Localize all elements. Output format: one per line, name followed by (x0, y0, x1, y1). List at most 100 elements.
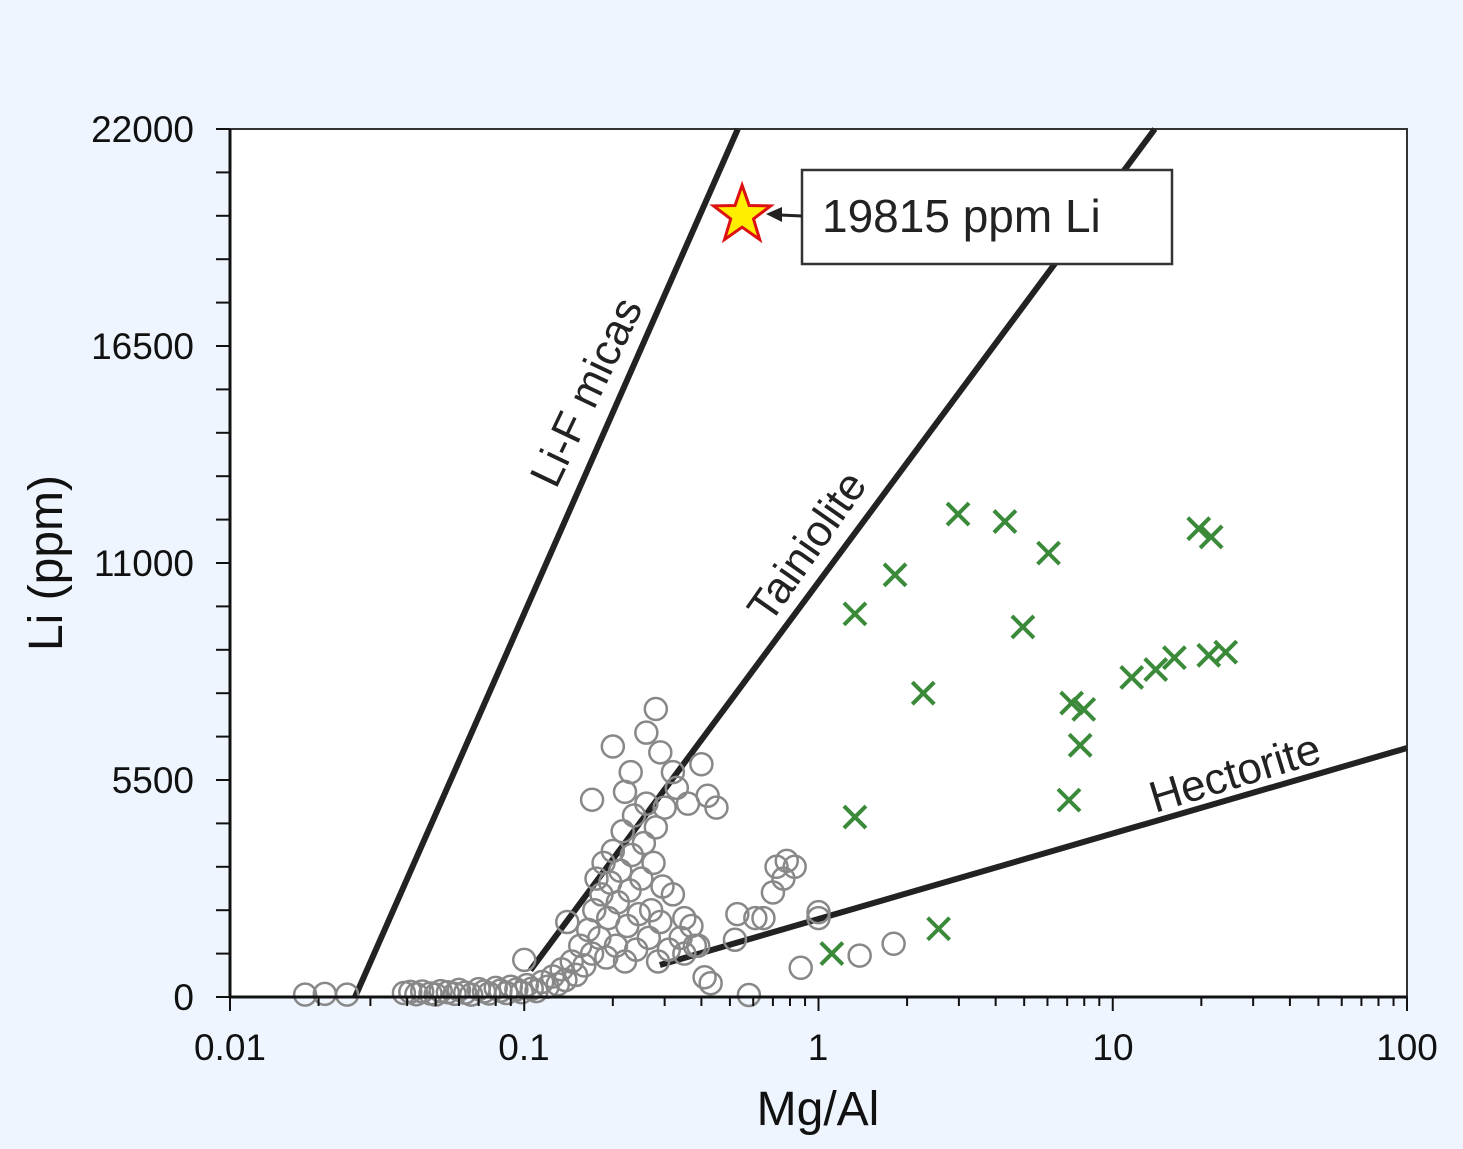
cross-stroke (1143, 657, 1169, 682)
cross-stroke (910, 680, 936, 706)
annotation-text: 19815 ppm Li (822, 190, 1101, 242)
cross-stroke (992, 509, 1018, 534)
circle-point (579, 941, 605, 966)
cross-series (819, 501, 1239, 967)
circle-point (698, 970, 723, 996)
y-tick-label: 5500 (112, 760, 194, 801)
circle-point (751, 905, 776, 931)
circle-point (685, 933, 711, 958)
cross-stroke (882, 562, 908, 588)
cross-point (882, 562, 908, 588)
circle-point (648, 740, 673, 765)
circle-point (788, 955, 813, 981)
circle-series (292, 696, 906, 1008)
cross-stroke (1213, 639, 1239, 665)
circle-point (629, 866, 654, 891)
circle-point (736, 982, 762, 1008)
circle-point (608, 858, 633, 883)
star-point (709, 180, 775, 244)
cross-point (1059, 690, 1085, 716)
y-tick-label: 16500 (91, 326, 194, 367)
cross-stroke (1067, 732, 1093, 758)
x-tick-label: 10 (1092, 1027, 1133, 1068)
annotation-arrowhead (766, 207, 782, 222)
circle-point (512, 947, 537, 973)
circle-point (600, 734, 626, 759)
circle-point (572, 953, 597, 978)
cross-point (1056, 787, 1082, 813)
circle-point (334, 982, 360, 1007)
y-tick-label: 11000 (94, 543, 194, 584)
cross-point (1186, 516, 1212, 542)
cross-point (842, 804, 868, 830)
cross-point (819, 941, 845, 967)
circle-point (631, 830, 657, 856)
x-tick-label: 1 (808, 1027, 829, 1068)
y-tick-label: 22000 (91, 109, 194, 150)
cross-point (910, 680, 936, 706)
circle-point (634, 720, 659, 745)
reference-line-hectorite (659, 745, 1408, 968)
cross-point (1010, 614, 1036, 640)
circle-point (725, 901, 750, 927)
circle-point (584, 866, 609, 891)
circle-point (643, 815, 669, 840)
circle-point (579, 787, 605, 812)
circle-point (476, 981, 502, 1006)
circle-point (292, 982, 318, 1007)
circle-point (722, 927, 748, 953)
circle-point (636, 925, 662, 951)
cross-point (945, 501, 971, 527)
cross-point (842, 601, 868, 627)
cross-stroke (1161, 645, 1187, 671)
cross-stroke (1186, 516, 1212, 542)
cross-stroke (1036, 540, 1061, 566)
circle-point (458, 982, 484, 1007)
cross-stroke (1071, 696, 1097, 722)
circle-point (771, 866, 796, 891)
circle-point (648, 909, 673, 935)
cross-stroke (842, 804, 868, 830)
circle-point (774, 848, 799, 874)
cross-point (992, 509, 1018, 534)
circle-point (554, 909, 580, 935)
cross-stroke (945, 501, 971, 527)
cross-point (1036, 540, 1061, 566)
cross-point (1213, 639, 1239, 665)
annotation-box (800, 168, 1174, 266)
circle-point (610, 819, 635, 844)
circle-point (641, 850, 666, 876)
x-axis-title: Mg/Al (757, 1083, 880, 1136)
y-tick-label: 0 (173, 977, 194, 1018)
cross-point (1071, 696, 1097, 722)
cross-stroke (926, 916, 952, 942)
circle-point (689, 751, 714, 777)
y-ticks (216, 128, 230, 998)
x-tick-label: 100 (1376, 1027, 1438, 1068)
circle-point (806, 899, 831, 925)
cross-point (1198, 524, 1224, 550)
cross-stroke (1196, 642, 1222, 668)
cross-point (1067, 732, 1093, 758)
circle-point (626, 901, 652, 927)
circle-point (612, 779, 638, 805)
cross-point (1161, 645, 1187, 671)
circle-point (847, 943, 872, 968)
cross-stroke (1198, 524, 1224, 550)
circle-point (442, 981, 467, 1007)
x-tick-label: 0.1 (498, 1027, 549, 1068)
circle-point (643, 696, 669, 722)
cross-stroke (1010, 614, 1036, 640)
circle-point (660, 759, 686, 785)
star-series (709, 180, 775, 244)
cross-point (926, 916, 952, 942)
cross-stroke (819, 941, 845, 967)
cross-stroke (1119, 665, 1145, 690)
circle-point (881, 931, 906, 956)
circle-point (672, 941, 697, 966)
reference-line-li-f-micas (352, 127, 741, 999)
circle-point (704, 795, 729, 820)
annotation: 19815 ppm Li (766, 168, 1174, 266)
cross-stroke (1059, 690, 1085, 716)
